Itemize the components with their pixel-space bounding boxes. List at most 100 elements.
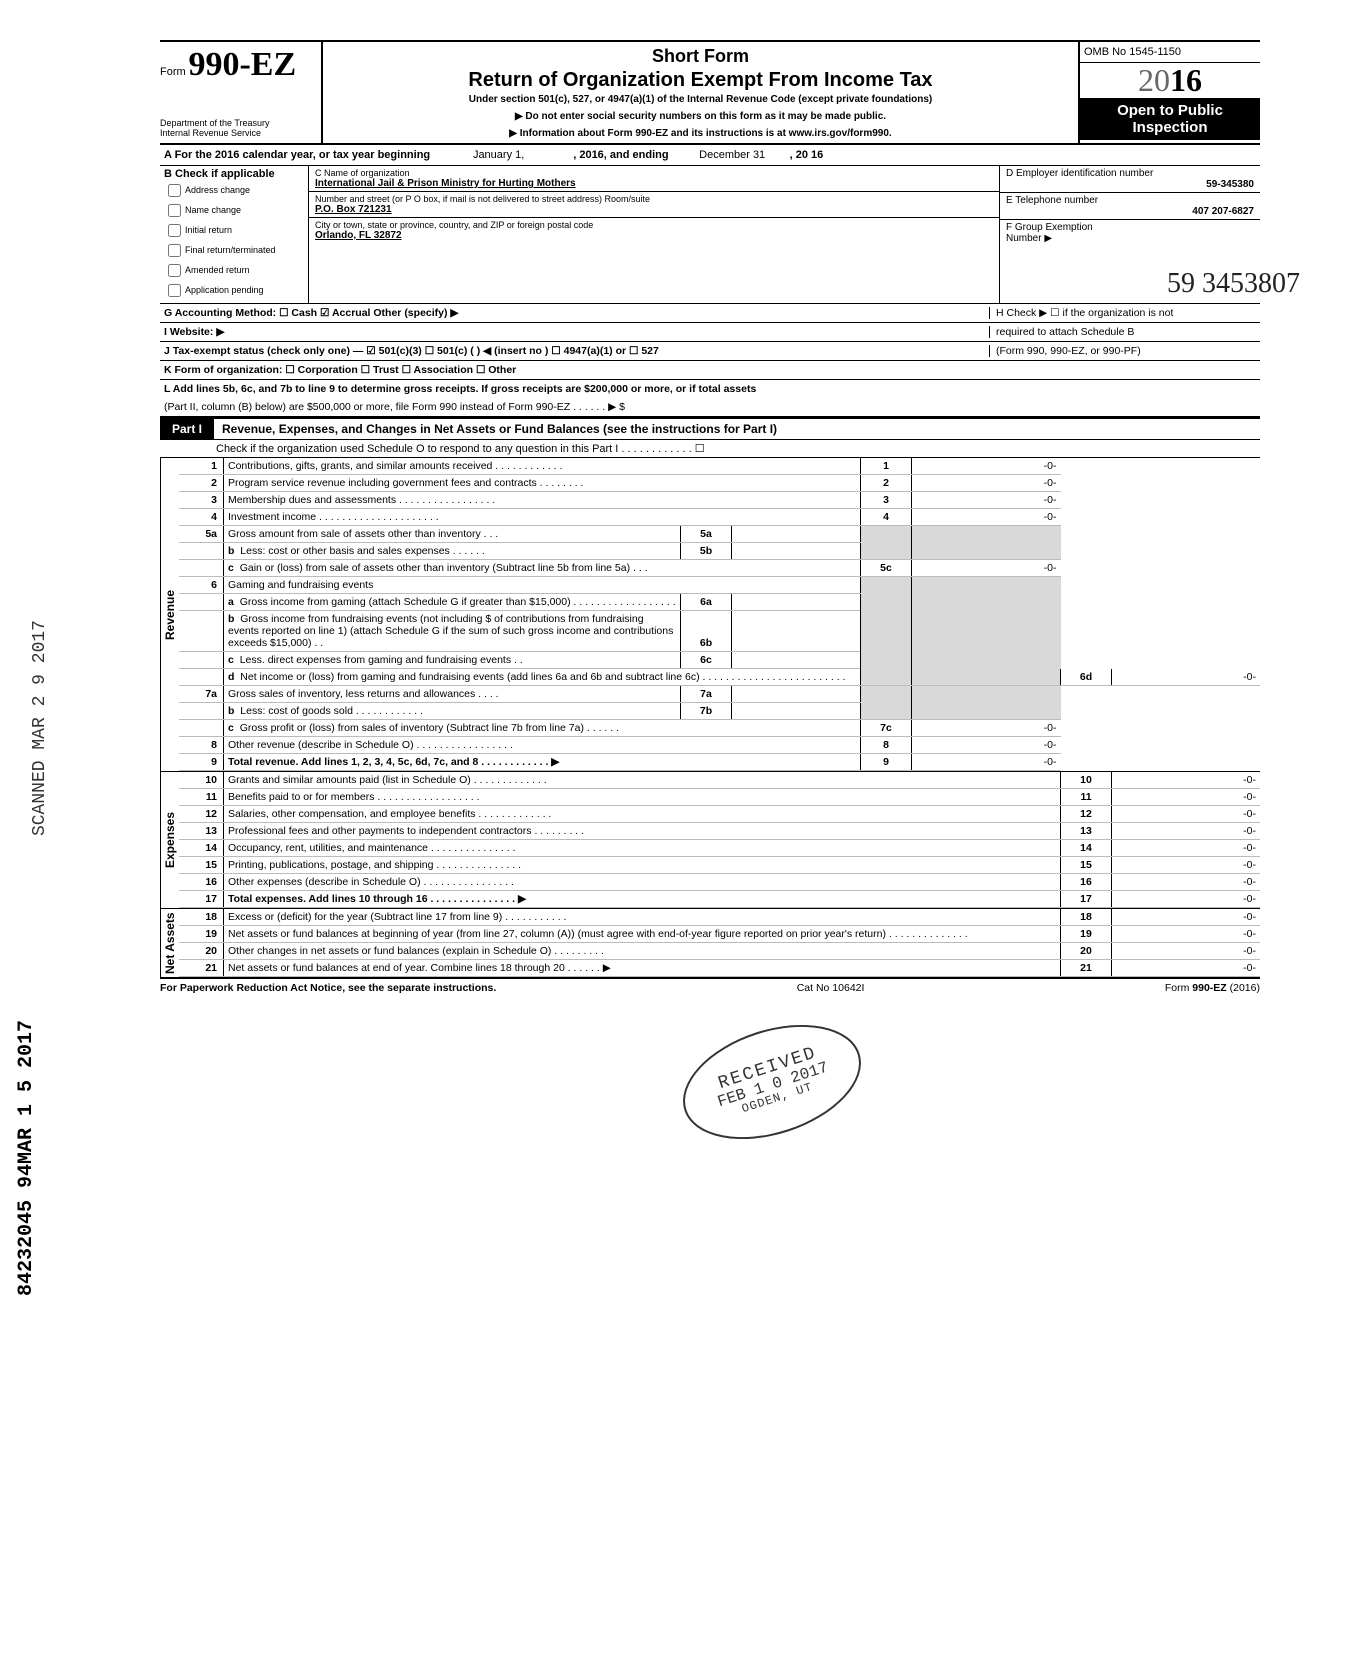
org-addr-label: Number and street (or P O box, if mail i… xyxy=(315,194,993,204)
netassets-side-label: Net Assets xyxy=(160,909,179,977)
cb-final-return[interactable]: Final return/terminated xyxy=(164,241,304,260)
rowH-l1: H Check ▶ ☐ if the organization is not xyxy=(996,307,1256,319)
line-21: 21Net assets or fund balances at end of … xyxy=(179,960,1260,977)
line-6c: c Less. direct expenses from gaming and … xyxy=(179,652,1260,669)
banner-ssn: ▶ Do not enter social security numbers o… xyxy=(329,111,1072,122)
row-h-schedule-b: H Check ▶ ☐ if the organization is not xyxy=(989,307,1256,319)
group-label: F Group Exemption xyxy=(1006,222,1254,233)
part-1-title: Revenue, Expenses, and Changes in Net As… xyxy=(214,422,777,436)
block-bcde: B Check if applicable Address change Nam… xyxy=(160,166,1260,304)
row-g-accounting: G Accounting Method: ☐ Cash ☑ Accrual Ot… xyxy=(164,307,989,319)
line-6a: a Gross income from gaming (attach Sched… xyxy=(179,594,1260,611)
row-k-org-form: K Form of organization: ☐ Corporation ☐ … xyxy=(160,361,1260,380)
omb-number: OMB No 1545-1150 xyxy=(1080,42,1260,63)
line-7b: b Less: cost of goods sold . . . . . . .… xyxy=(179,703,1260,720)
rowH-cont2: (Form 990, 990-EZ, or 990-PF) xyxy=(989,345,1256,357)
ein-value: 59-345380 xyxy=(1006,179,1254,190)
row-l-gross-receipts-2: (Part II, column (B) below) are $500,000… xyxy=(160,398,1260,417)
form-subtitle: Under section 501(c), 527, or 4947(a)(1)… xyxy=(329,94,1072,105)
cb-address-change[interactable]: Address change xyxy=(164,181,304,200)
line-13: 13Professional fees and other payments t… xyxy=(179,823,1260,840)
phone-value: 407 207-6827 xyxy=(1006,206,1254,217)
footer-mid: Cat No 10642I xyxy=(797,982,865,994)
tax-year: 2016 xyxy=(1080,63,1260,99)
line-6b: b Gross income from fundraising events (… xyxy=(179,611,1260,652)
row-a-tax-year: A For the 2016 calendar year, or tax yea… xyxy=(160,145,1260,166)
line-19: 19Net assets or fund balances at beginni… xyxy=(179,926,1260,943)
open-to-public: Open to Public Inspection xyxy=(1080,99,1260,140)
rowA-ending-lbl: , 2016, and ending xyxy=(573,149,668,161)
line-11: 11Benefits paid to or for members . . . … xyxy=(179,789,1260,806)
cb-initial-return[interactable]: Initial return xyxy=(164,221,304,240)
dept-line2: Internal Revenue Service xyxy=(160,129,315,139)
line-9: 9Total revenue. Add lines 1, 2, 3, 4, 5c… xyxy=(179,754,1260,771)
group-number-label: Number ▶ xyxy=(1006,233,1254,244)
line-16: 16Other expenses (describe in Schedule O… xyxy=(179,874,1260,891)
box-d-ein: D Employer identification number 59-3453… xyxy=(1000,166,1260,193)
line-2: 2Program service revenue including gover… xyxy=(179,475,1260,492)
inspection-l1: Open to Public xyxy=(1082,103,1258,120)
footer-right: Form Form 990-EZ (2016)990-EZ (2016) xyxy=(1165,982,1260,994)
part-1-header: Part I Revenue, Expenses, and Changes in… xyxy=(160,417,1260,440)
line-12: 12Salaries, other compensation, and empl… xyxy=(179,806,1260,823)
box-e-phone: E Telephone number 407 207-6827 xyxy=(1000,193,1260,220)
form-990ez: Form 990-EZ Department of the Treasury I… xyxy=(160,40,1260,994)
cb-amended-return[interactable]: Amended return xyxy=(164,261,304,280)
org-city-value: Orlando, FL 32872 xyxy=(315,230,993,241)
part-1-note: Check if the organization used Schedule … xyxy=(160,440,1260,458)
page-footer: For Paperwork Reduction Act Notice, see … xyxy=(160,977,1260,994)
row-l-gross-receipts-1: L Add lines 5b, 6c, and 7b to line 9 to … xyxy=(160,380,1260,398)
rows-g-l: G Accounting Method: ☐ Cash ☑ Accrual Ot… xyxy=(160,304,1260,417)
handwritten-ein: 59 3453807 xyxy=(1167,268,1300,300)
row-i-website: I Website: ▶ xyxy=(164,326,989,338)
line-7a: 7aGross sales of inventory, less returns… xyxy=(179,686,1260,703)
rowA-prefix: A For the 2016 calendar year, or tax yea… xyxy=(164,149,430,161)
org-addr-value: P.O. Box 721231 xyxy=(315,204,993,215)
line-6d: d Net income or (loss) from gaming and f… xyxy=(179,669,1260,686)
line-6: 6Gaming and fundraising events xyxy=(179,577,1260,594)
rowH-cont: required to attach Schedule B xyxy=(989,326,1256,338)
line-7c: c Gross profit or (loss) from sales of i… xyxy=(179,720,1260,737)
line-14: 14Occupancy, rent, utilities, and mainte… xyxy=(179,840,1260,857)
phone-label: E Telephone number xyxy=(1006,195,1254,206)
form-number: 990-EZ xyxy=(188,46,296,83)
box-f-group: F Group Exemption Number ▶ xyxy=(1000,220,1260,246)
line-5a: 5aGross amount from sale of assets other… xyxy=(179,526,1260,543)
org-name-label: C Name of organization xyxy=(315,168,993,178)
form-title: Return of Organization Exempt From Incom… xyxy=(329,69,1072,92)
part-1-label: Part I xyxy=(160,419,214,439)
expenses-section: Expenses 10Grants and similar amounts pa… xyxy=(160,771,1260,908)
line-4: 4Investment income . . . . . . . . . . .… xyxy=(179,509,1260,526)
scanned-stamp: SCANNED MAR 2 9 2017 xyxy=(30,620,50,836)
cb-name-change[interactable]: Name change xyxy=(164,201,304,220)
line-3: 3Membership dues and assessments . . . .… xyxy=(179,492,1260,509)
footer-left: For Paperwork Reduction Act Notice, see … xyxy=(160,982,496,994)
form-prefix: Form xyxy=(160,66,186,78)
revenue-side-label: Revenue xyxy=(160,458,179,771)
cb-application-pending[interactable]: Application pending xyxy=(164,281,304,300)
revenue-section: Revenue 1Contributions, gifts, grants, a… xyxy=(160,458,1260,771)
rowH-l2: required to attach Schedule B xyxy=(996,326,1256,338)
line-15: 15Printing, publications, postage, and s… xyxy=(179,857,1260,874)
rowA-end: December 31 xyxy=(699,149,765,161)
col-b-check-applicable: B Check if applicable Address change Nam… xyxy=(160,166,309,303)
short-form-label: Short Form xyxy=(329,46,1072,67)
net-assets-section: Net Assets 18Excess or (deficit) for the… xyxy=(160,908,1260,977)
org-city-label: City or town, state or province, country… xyxy=(315,220,993,230)
form-header: Form 990-EZ Department of the Treasury I… xyxy=(160,40,1260,145)
line-5b: b Less: cost or other basis and sales ex… xyxy=(179,543,1260,560)
col-c-org: C Name of organization International Jai… xyxy=(309,166,1000,303)
line-1: 1Contributions, gifts, grants, and simil… xyxy=(179,458,1260,475)
line-8: 8Other revenue (describe in Schedule O) … xyxy=(179,737,1260,754)
stamp-location: OGDEN, UT xyxy=(740,1081,814,1115)
line-5c: c Gain or (loss) from sale of assets oth… xyxy=(179,560,1260,577)
rowA-begin: January 1, xyxy=(473,149,524,161)
stamp-received: RECEIVED xyxy=(716,1044,819,1093)
received-stamp: RECEIVED FEB 1 0 2017 OGDEN, UT xyxy=(668,1004,875,1160)
year-prefix: 20 xyxy=(1138,62,1170,98)
org-name-value: International Jail & Prison Ministry for… xyxy=(315,178,993,189)
row-j-tax-status: J Tax-exempt status (check only one) — ☑… xyxy=(164,345,989,357)
banner-info: ▶ Information about Form 990-EZ and its … xyxy=(329,128,1072,139)
line-10: 10Grants and similar amounts paid (list … xyxy=(179,772,1260,789)
line-20: 20Other changes in net assets or fund ba… xyxy=(179,943,1260,960)
